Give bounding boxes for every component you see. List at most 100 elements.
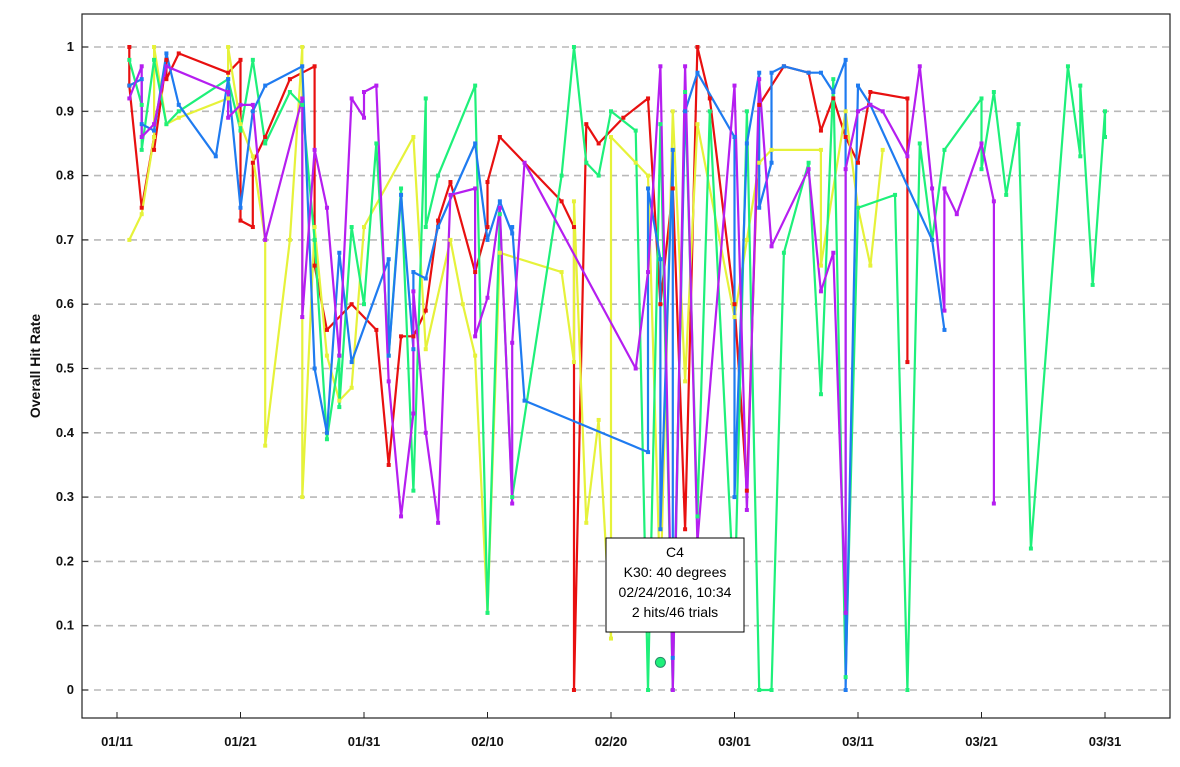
data-point bbox=[164, 57, 169, 62]
data-point bbox=[1090, 282, 1095, 287]
data-point bbox=[497, 212, 502, 217]
data-point bbox=[843, 688, 848, 692]
data-point bbox=[510, 501, 515, 506]
data-point bbox=[856, 83, 860, 88]
data-point bbox=[411, 270, 416, 275]
data-point bbox=[226, 45, 231, 49]
data-point bbox=[646, 270, 651, 275]
data-point bbox=[843, 109, 848, 114]
data-point bbox=[139, 205, 144, 210]
data-point bbox=[176, 115, 181, 120]
data-point bbox=[238, 102, 243, 107]
data-point bbox=[312, 64, 317, 69]
data-point bbox=[522, 398, 527, 403]
data-point bbox=[646, 173, 651, 178]
data-point bbox=[930, 237, 935, 242]
data-point bbox=[831, 90, 836, 95]
series-line-4 bbox=[128, 52, 946, 692]
data-point bbox=[164, 122, 169, 127]
data-point bbox=[473, 270, 478, 275]
data-point bbox=[263, 443, 268, 448]
data-point bbox=[386, 462, 391, 467]
data-point bbox=[596, 141, 601, 146]
marker-layer bbox=[127, 45, 1107, 692]
data-point bbox=[127, 83, 132, 88]
data-point bbox=[250, 160, 255, 165]
series-layer bbox=[128, 45, 1107, 692]
data-point bbox=[1028, 546, 1033, 551]
data-point bbox=[559, 199, 564, 204]
data-point bbox=[744, 109, 749, 114]
data-point bbox=[732, 302, 737, 307]
data-point bbox=[139, 212, 144, 217]
tooltip-hits: 2 hits/46 trials bbox=[632, 604, 718, 620]
data-point bbox=[917, 64, 922, 69]
y-tick-label: 1 bbox=[67, 39, 74, 54]
data-point bbox=[448, 180, 453, 185]
data-point bbox=[806, 70, 811, 75]
tooltip-condition: K30: 40 degrees bbox=[624, 564, 727, 580]
data-point bbox=[226, 77, 231, 82]
tooltip-box bbox=[605, 537, 745, 633]
data-point bbox=[485, 610, 490, 615]
y-tick-label: 0.3 bbox=[56, 489, 74, 504]
data-point bbox=[312, 147, 317, 152]
data-point bbox=[954, 212, 959, 217]
data-point bbox=[917, 141, 922, 146]
data-point bbox=[411, 347, 416, 352]
data-point bbox=[300, 315, 305, 320]
data-point bbox=[893, 192, 898, 197]
data-point bbox=[942, 186, 947, 191]
data-point bbox=[596, 173, 601, 178]
data-point bbox=[287, 77, 292, 82]
data-point bbox=[423, 96, 428, 101]
data-point bbox=[806, 167, 811, 172]
data-point bbox=[695, 514, 700, 519]
data-point bbox=[781, 64, 786, 69]
data-point bbox=[670, 147, 675, 152]
data-point bbox=[399, 192, 404, 197]
data-point bbox=[423, 276, 428, 281]
data-point bbox=[991, 199, 996, 204]
data-point bbox=[263, 135, 268, 140]
y-tick-label: 0.6 bbox=[56, 296, 74, 311]
data-point bbox=[337, 405, 342, 410]
data-point bbox=[152, 45, 157, 49]
data-point bbox=[399, 186, 404, 191]
data-point bbox=[905, 688, 910, 692]
y-tick-label: 0.7 bbox=[56, 232, 74, 247]
data-point bbox=[1078, 154, 1083, 159]
data-point bbox=[806, 160, 811, 165]
data-point bbox=[411, 488, 416, 493]
data-point bbox=[571, 45, 576, 49]
series-line-1 bbox=[128, 45, 909, 692]
y-tick-label: 0.5 bbox=[56, 361, 74, 376]
data-point bbox=[868, 263, 873, 268]
data-point bbox=[436, 225, 441, 230]
data-point bbox=[436, 173, 441, 178]
data-point bbox=[497, 205, 502, 210]
grid-layer bbox=[82, 46, 1170, 691]
data-point bbox=[744, 141, 749, 146]
data-point bbox=[473, 141, 478, 146]
data-point bbox=[238, 205, 243, 210]
data-point bbox=[707, 96, 712, 101]
data-point bbox=[300, 45, 305, 49]
series-line-5 bbox=[128, 65, 996, 692]
data-point bbox=[362, 90, 366, 95]
data-point bbox=[250, 102, 255, 107]
data-point bbox=[139, 147, 144, 152]
data-point bbox=[423, 225, 428, 230]
data-point bbox=[238, 57, 243, 62]
data-point bbox=[856, 109, 860, 114]
data-point bbox=[510, 231, 515, 236]
data-point bbox=[176, 109, 181, 114]
data-point bbox=[510, 340, 515, 345]
data-point bbox=[226, 90, 231, 95]
data-point bbox=[818, 289, 823, 294]
data-point bbox=[769, 147, 774, 152]
data-point bbox=[880, 147, 885, 152]
data-point bbox=[238, 218, 243, 223]
data-point bbox=[152, 135, 157, 140]
